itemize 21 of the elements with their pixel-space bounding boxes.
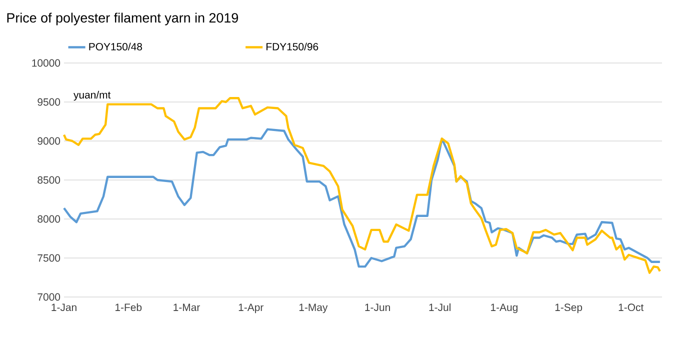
chart-title: Price of polyester filament yarn in 2019 (7, 12, 238, 26)
x-tick-label: 1-Feb (116, 303, 142, 312)
y-tick-label: 8000 (38, 215, 60, 223)
x-tick-label: 1-Aug (491, 304, 518, 314)
y-tick-label: 9000 (38, 137, 60, 145)
y-axis-title: yuan/mt (74, 90, 111, 101)
x-tick-label: 1-Jul (429, 303, 450, 312)
x-tick-label: 1-May (299, 304, 328, 314)
x-tick-label: 1-Jan (52, 304, 76, 312)
x-tick-label: 1-Sep (555, 304, 582, 314)
x-tick-label: 1-Oct (618, 304, 644, 312)
legend-label: FDY150/96 (266, 42, 318, 50)
y-tick-label: 9500 (38, 98, 60, 106)
y-tick-label: 8500 (38, 176, 60, 184)
y-tick-label: 10000 (32, 59, 60, 67)
x-tick-label: 1-Jun (365, 304, 390, 312)
y-tick-label: 7000 (38, 293, 60, 301)
legend-label: POY150/48 (89, 42, 142, 50)
x-tick-label: 1-Mar (174, 304, 200, 312)
y-tick-label: 7500 (38, 254, 60, 262)
x-tick-label: 1-Apr (238, 304, 264, 314)
